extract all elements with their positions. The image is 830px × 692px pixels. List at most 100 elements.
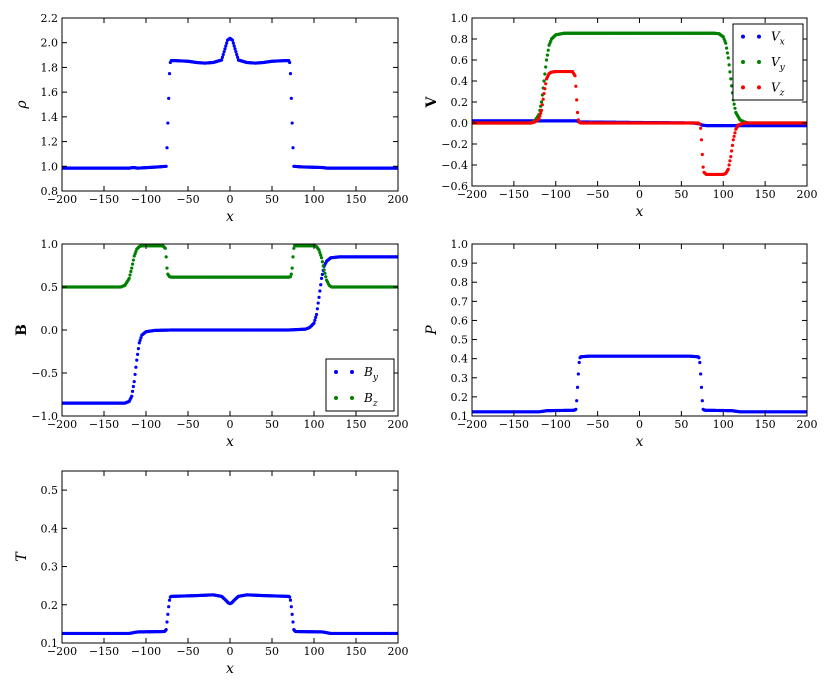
x-tick-label: −200 [457, 418, 487, 431]
data-point [574, 84, 578, 88]
x-tick-label: −150 [89, 193, 119, 206]
x-tick-label: 100 [304, 645, 325, 658]
data-point [291, 146, 295, 150]
y-tick-label: 0.8 [451, 276, 469, 289]
x-tick-label: 0 [636, 188, 643, 201]
data-point [221, 52, 225, 57]
data-point [319, 283, 323, 287]
data-point [314, 315, 318, 319]
x-tick-label: 150 [755, 188, 776, 201]
data-point [544, 58, 549, 62]
y-tick-label: 0.3 [451, 372, 469, 385]
data-point [732, 134, 736, 138]
data-point [320, 272, 324, 276]
data-point [289, 96, 293, 100]
data-point [230, 38, 235, 42]
data-point [290, 266, 294, 270]
y-tick-label: 0.1 [41, 637, 59, 650]
data-point [127, 276, 131, 280]
data-point [317, 295, 321, 299]
data-point [312, 321, 316, 325]
data-point [317, 248, 321, 252]
data-point [233, 47, 237, 51]
data-point [164, 255, 168, 259]
y-axis-label: V [424, 95, 440, 108]
x-tick-label: 50 [265, 645, 279, 658]
x-tick-label: −100 [131, 193, 161, 206]
data-point [166, 121, 170, 125]
data-point [540, 103, 544, 107]
data-point [699, 138, 704, 142]
series-b-y [62, 255, 398, 405]
x-tick-label: −50 [176, 645, 199, 658]
x-tick-label: −150 [499, 418, 529, 431]
legend-marker [334, 396, 338, 400]
y-tick-label: −0.6 [441, 180, 468, 193]
data-point [133, 372, 137, 377]
legend-entry-v-x: Vx [771, 30, 785, 48]
y-tick-label: 1.2 [41, 136, 59, 149]
data-point [314, 312, 319, 317]
data-point [733, 106, 737, 110]
data-point [167, 598, 172, 602]
data-point [727, 63, 731, 67]
y-tick-label: 0.4 [451, 75, 469, 88]
y-tick-label: 0.2 [451, 391, 469, 404]
legend-marker [741, 34, 745, 39]
y-tick-label: 0.8 [41, 185, 59, 198]
x-tick-label: −100 [131, 645, 161, 658]
y-tick-label: 2.0 [41, 37, 59, 50]
data-point [725, 51, 730, 55]
data-point [575, 385, 580, 389]
data-point [730, 143, 735, 147]
axes-frame [61, 17, 399, 192]
data-point [164, 164, 168, 168]
data-point [139, 336, 143, 340]
data-point [313, 318, 317, 322]
data-point [324, 275, 328, 279]
data-point [730, 84, 734, 88]
y-axis-label: ρ [14, 100, 30, 110]
data-point [223, 47, 227, 51]
x-tick-label: 150 [755, 418, 776, 431]
x-axis-label: x [636, 204, 644, 220]
y-tick-label: 0.0 [451, 117, 469, 130]
x-tick-label: −50 [176, 193, 199, 206]
data-point [577, 360, 581, 365]
data-point [733, 131, 737, 135]
data-point [727, 163, 731, 167]
data-point [724, 41, 728, 45]
density-panel: −200 −150 −100 −50 0 50 100 150 200 0.8 1.0 1.2 1.4 1… [14, 12, 409, 225]
data-point [732, 102, 736, 106]
data-point [539, 111, 543, 115]
x-tick-label: −50 [586, 418, 609, 431]
series-pressure [472, 354, 807, 414]
plot-area [472, 31, 807, 177]
y-tick-label: −0.4 [441, 159, 468, 172]
legend-marker [741, 85, 745, 90]
data-point [289, 605, 293, 609]
x-tick-label: −50 [176, 418, 199, 431]
x-tick-label: 200 [388, 418, 409, 431]
data-point [545, 53, 549, 57]
data-point [291, 620, 295, 624]
data-point [319, 253, 323, 257]
data-point [231, 41, 235, 45]
x-tick-label: 200 [388, 645, 409, 658]
data-point [288, 595, 292, 599]
data-point [130, 262, 135, 266]
y-axis-label: B [14, 324, 30, 336]
data-point [136, 347, 141, 351]
x-tick-label: 200 [797, 188, 818, 201]
data-point [539, 108, 544, 112]
data-point [167, 605, 171, 609]
x-tick-label: 50 [265, 418, 279, 431]
x-tick-label: 0 [636, 418, 643, 431]
data-point [728, 159, 732, 163]
x-tick-label: 50 [265, 193, 279, 206]
data-point [697, 356, 701, 360]
data-point [225, 41, 229, 45]
data-point [130, 389, 135, 393]
x-tick-label: 0 [227, 645, 234, 658]
data-point [575, 98, 579, 102]
